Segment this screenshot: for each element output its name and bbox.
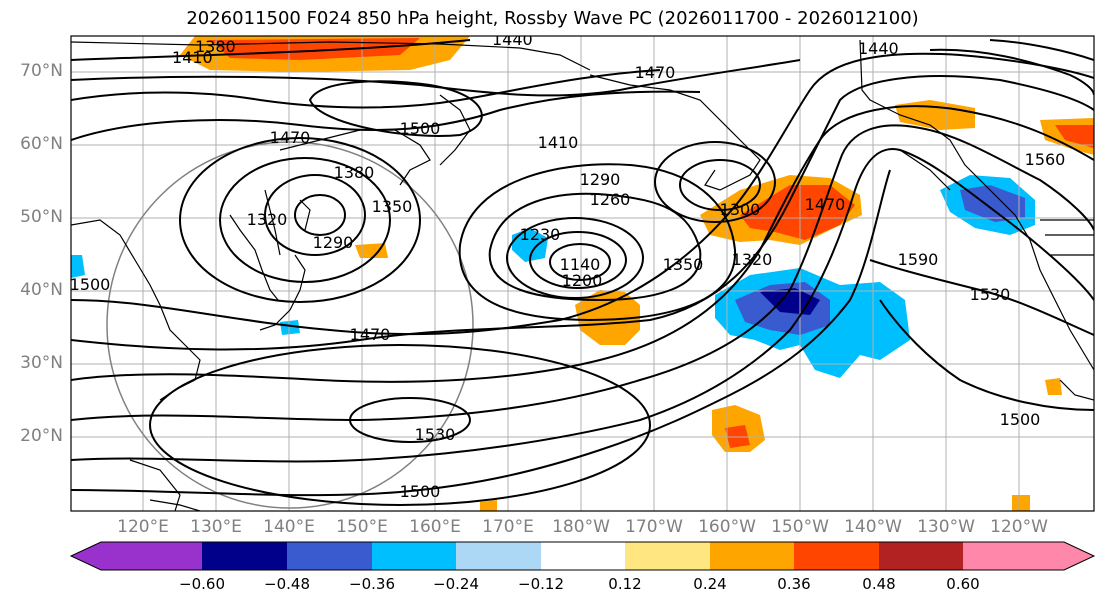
colorbar-segment — [710, 542, 794, 570]
contour-label: 1470 — [350, 325, 391, 344]
lon-label: 130°E — [190, 517, 242, 537]
contour-label: 1440 — [858, 39, 899, 58]
contour-label: 1560 — [1025, 150, 1066, 169]
lon-label: 150°E — [336, 517, 388, 537]
colorbar-tick-label: 0.24 — [693, 575, 727, 593]
contour-labels: 1380 1410 1440 1440 1470 1500 1470 1380 … — [70, 30, 1066, 501]
range-circle — [106, 141, 474, 509]
contour-label: 1290 — [580, 170, 621, 189]
colorbar-segment — [794, 542, 879, 570]
contour-label: 1380 — [334, 163, 375, 182]
contour-label: 1500 — [400, 119, 441, 138]
colorbar-tick-label: 0.36 — [777, 575, 811, 593]
contour-label: 1470 — [805, 195, 846, 214]
colorbar-segment — [879, 542, 963, 570]
colorbar-tick-label: 0.12 — [608, 575, 642, 593]
lon-label: 160°E — [409, 517, 461, 537]
colorbar-segment — [372, 542, 456, 570]
colorbar-tick-label: 0.48 — [862, 575, 896, 593]
lat-label: 60°N — [20, 134, 63, 154]
colorbar-segment — [625, 542, 710, 570]
contour-label: 1530 — [970, 285, 1011, 304]
lon-label: 140°E — [263, 517, 315, 537]
colorbar — [69, 541, 1096, 571]
contour-label: 1440 — [492, 30, 533, 49]
lon-label: 130°W — [917, 517, 975, 537]
map-title: 2026011500 F024 850 hPa height, Rossby W… — [186, 8, 919, 29]
colorbar-tick-label: −0.48 — [264, 575, 310, 593]
lat-label: 70°N — [20, 61, 63, 81]
colorbar-tick-label: −0.24 — [433, 575, 479, 593]
contour-label: 1260 — [590, 190, 631, 209]
contour-label: 1350 — [372, 197, 413, 216]
colorbar-tick-label: −0.36 — [349, 575, 395, 593]
contour-label: 1530 — [415, 425, 456, 444]
map-frame — [70, 35, 1095, 512]
contour-label: 1290 — [313, 233, 354, 252]
contour-label: 1140 — [560, 255, 601, 274]
lon-label: 140°W — [844, 517, 902, 537]
contour-label: 1410 — [172, 48, 213, 67]
negative-anomaly-shading — [71, 175, 1035, 378]
lat-label: 50°N — [20, 207, 63, 227]
colorbar-segment — [101, 542, 202, 570]
lon-label: 160°W — [698, 517, 756, 537]
lon-label: 150°W — [771, 517, 829, 537]
colorbar-extend-high — [1064, 542, 1094, 570]
contour-label: 1300 — [720, 200, 761, 219]
height-contours — [71, 39, 1094, 506]
colorbar-tick-label: −0.12 — [518, 575, 564, 593]
contour-label: 1320 — [247, 210, 288, 229]
contour-label: 1470 — [270, 128, 311, 147]
contour-label: 1500 — [1000, 410, 1041, 429]
colorbar-segment — [456, 542, 541, 570]
lat-label: 30°N — [20, 353, 63, 373]
contour-label: 1470 — [635, 63, 676, 82]
contour-label: 1200 — [562, 271, 603, 290]
contour-label: 1410 — [538, 133, 579, 152]
contour-label: 1380 — [195, 37, 236, 56]
lon-label: 180°W — [552, 517, 610, 537]
contour-label: 1350 — [663, 255, 704, 274]
colorbar-segment — [202, 542, 287, 570]
lat-label: 20°N — [20, 426, 63, 446]
colorbar-segment — [541, 542, 625, 570]
colorbar-tick-label: −0.60 — [179, 575, 225, 593]
colorbar-segment — [963, 542, 1064, 570]
lon-label: 170°E — [482, 517, 534, 537]
colorbar-tick-label: 0.60 — [946, 575, 980, 593]
lon-label: 170°W — [625, 517, 683, 537]
contour-label: 1500 — [70, 275, 111, 294]
lon-label: 120°W — [990, 517, 1048, 537]
contour-label: 1320 — [732, 250, 773, 269]
colorbar-segment — [287, 542, 372, 570]
contour-label: 1230 — [520, 225, 561, 244]
contour-label: 1500 — [400, 482, 441, 501]
contour-label: 1590 — [898, 250, 939, 269]
lon-label: 120°E — [117, 517, 169, 537]
colorbar-extend-low — [71, 542, 101, 570]
lat-label: 40°N — [20, 280, 63, 300]
